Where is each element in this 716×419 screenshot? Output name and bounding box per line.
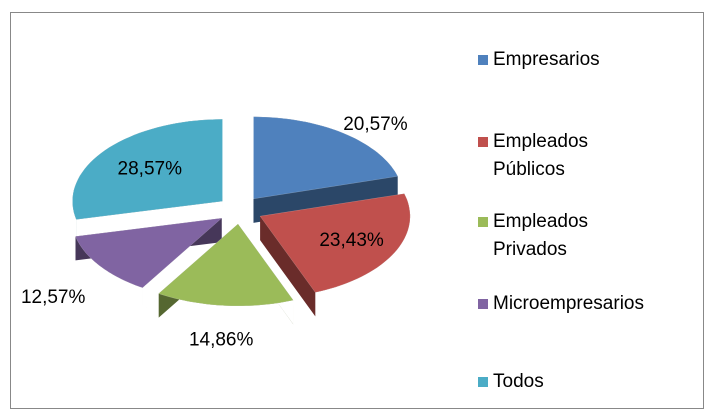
legend-label: Empleados Públicos xyxy=(493,131,589,180)
legend-swatch xyxy=(478,377,488,387)
data-label: 12,57% xyxy=(21,287,86,308)
slice xyxy=(259,193,411,293)
data-label: 14,86% xyxy=(189,329,254,350)
legend-label: Todos xyxy=(493,371,544,392)
data-label: 28,57% xyxy=(118,159,183,180)
data-label: 23,43% xyxy=(319,230,384,251)
legend-swatch xyxy=(478,299,488,309)
slice xyxy=(253,116,399,200)
legend-swatch xyxy=(478,217,488,227)
slice xyxy=(75,217,223,288)
legend-label: Empleados Privados xyxy=(493,211,589,260)
legend-item: Todos xyxy=(478,368,698,396)
slice xyxy=(72,119,223,220)
legend-item: Empresarios xyxy=(478,46,698,74)
legend-swatch xyxy=(478,55,488,65)
legend-item: Empleados Privados xyxy=(478,208,698,264)
data-label: 20,57% xyxy=(343,114,408,135)
legend-item: Empleados Públicos xyxy=(478,128,698,184)
chart-frame xyxy=(10,12,704,409)
legend-label: Empresarios xyxy=(493,49,600,70)
legend-item: Microempresarios xyxy=(478,290,698,318)
slice xyxy=(158,223,294,307)
legend-label: Microempresarios xyxy=(493,293,644,314)
slice-tops xyxy=(72,116,411,307)
legend-swatch xyxy=(478,137,488,147)
